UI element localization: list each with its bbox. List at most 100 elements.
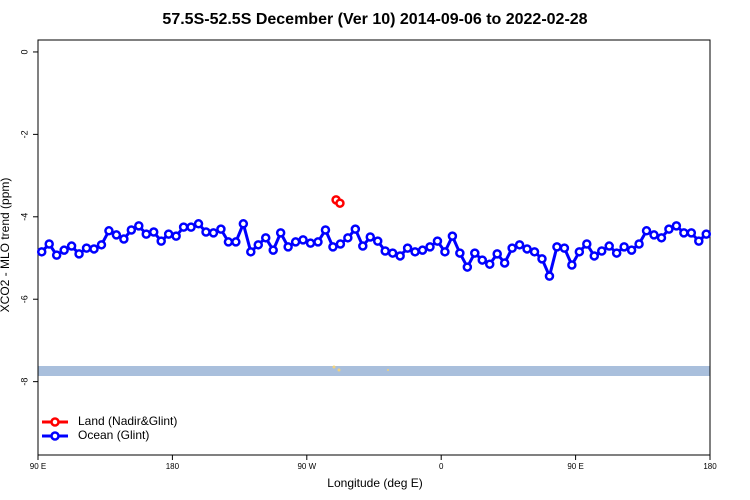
point (664, 224, 674, 234)
point (260, 233, 271, 243)
x-tick-label: 0 (439, 462, 444, 471)
point (238, 219, 249, 229)
y-tick-label: -8 (19, 378, 29, 386)
point (313, 237, 323, 247)
point (290, 237, 301, 247)
point (335, 198, 345, 208)
point (462, 262, 473, 272)
speck (337, 368, 341, 372)
point (701, 229, 712, 239)
point (492, 249, 502, 259)
point (649, 230, 659, 240)
point (350, 224, 361, 234)
point (537, 254, 547, 264)
point (51, 250, 62, 260)
point (589, 251, 600, 261)
point (611, 248, 622, 258)
point (372, 236, 383, 246)
point (440, 247, 450, 257)
point (81, 243, 92, 253)
point (507, 243, 517, 253)
point (417, 245, 428, 255)
y-tick-label: -6 (19, 295, 29, 303)
point (544, 271, 555, 281)
point (455, 248, 465, 258)
point (36, 247, 47, 257)
point (268, 245, 278, 255)
legend-marker (50, 431, 60, 441)
point (559, 243, 570, 253)
point (59, 245, 69, 255)
x-tick-label: 180 (703, 462, 717, 471)
point (298, 235, 308, 245)
point (574, 247, 585, 257)
point (626, 245, 637, 255)
point (335, 239, 346, 249)
point (104, 226, 114, 236)
land-band (38, 366, 710, 376)
legend-label: Ocean (Glint) (78, 428, 149, 442)
point (499, 258, 510, 268)
point (380, 246, 390, 256)
x-tick-label: 90 W (297, 462, 316, 471)
point (387, 248, 398, 258)
point (283, 242, 293, 252)
plot-frame (37, 39, 711, 456)
point (425, 242, 435, 252)
point (66, 241, 77, 251)
point (148, 227, 159, 237)
point (208, 228, 219, 238)
point (328, 242, 338, 252)
point (604, 241, 614, 251)
point (89, 244, 99, 254)
point (686, 228, 697, 238)
point (522, 244, 532, 254)
legend-label: Land (Nadir&Glint) (78, 414, 177, 428)
point (514, 240, 525, 250)
point (529, 247, 540, 257)
point (395, 251, 405, 261)
y-tick-label: -4 (19, 213, 29, 221)
point (484, 259, 495, 269)
point (223, 237, 234, 247)
point (134, 221, 144, 231)
point (141, 229, 152, 239)
point (44, 239, 54, 249)
point (402, 243, 413, 253)
point (671, 221, 682, 231)
point (216, 224, 226, 234)
point (119, 234, 129, 244)
point (567, 260, 577, 270)
point (193, 219, 204, 229)
point (447, 231, 458, 241)
y-axis-label: XCO2 - MLO trend (ppm) (0, 178, 12, 313)
point (305, 238, 316, 248)
point (619, 242, 629, 252)
legend-marker (50, 417, 60, 427)
point (656, 233, 667, 243)
point (178, 222, 189, 232)
speck (387, 369, 389, 371)
point (410, 247, 420, 257)
point (552, 242, 562, 252)
x-axis-label: Longitude (deg E) (327, 476, 422, 490)
point (201, 227, 211, 237)
point (253, 240, 264, 250)
point (596, 246, 607, 256)
point (641, 226, 652, 236)
speck (332, 365, 336, 369)
point (126, 225, 137, 235)
point (156, 236, 166, 246)
point (343, 233, 353, 243)
point (171, 231, 181, 241)
point (320, 225, 331, 235)
point (96, 240, 107, 250)
point (365, 232, 376, 242)
point (74, 249, 84, 259)
point (163, 229, 174, 239)
point (477, 255, 488, 265)
point (275, 228, 286, 238)
y-tick-label: -2 (19, 130, 29, 138)
point (582, 239, 592, 249)
